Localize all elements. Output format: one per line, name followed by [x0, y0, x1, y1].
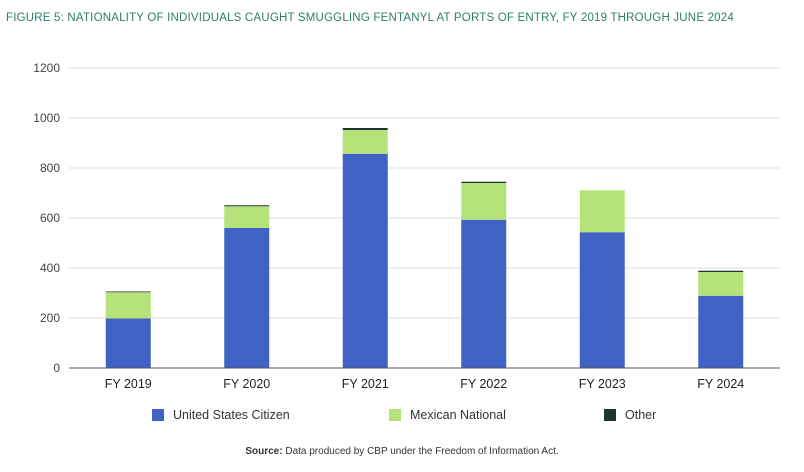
- y-tick-label-0: 0: [53, 361, 60, 375]
- y-tick-label-1200: 1200: [33, 61, 60, 75]
- bars: [105, 128, 744, 368]
- bar-fy-2022-us-citizen: [461, 219, 507, 368]
- legend-label-other: Other: [625, 408, 657, 422]
- x-tick-label-fy-2023: FY 2023: [579, 377, 626, 391]
- bar-fy-2019-us-citizen: [105, 318, 151, 368]
- y-tick-label-400: 400: [40, 261, 60, 275]
- bar-fy-2021-other: [342, 128, 388, 130]
- bar-fy-2024-other: [698, 270, 744, 272]
- bar-fy-2020-mexican-national: [224, 206, 270, 228]
- source-text: Data produced by CBP under the Freedom o…: [285, 446, 559, 457]
- bar-fy-2020-us-citizen: [224, 228, 270, 368]
- bar-fy-2024-us-citizen: [698, 295, 744, 368]
- bar-fy-2023-mexican-national: [579, 190, 625, 233]
- x-axis-tick-labels: FY 2019 FY 2020 FY 2021 FY 2022 FY 2023 FY 20…: [105, 377, 745, 391]
- legend-label-us-citizen: United States Citizen: [173, 408, 290, 422]
- y-axis-tick-labels: 0 200 400 600 800 1000 1200: [33, 61, 60, 375]
- legend-swatch-mexican-national: [389, 409, 401, 421]
- bar-fy-2022-mexican-national: [461, 183, 507, 220]
- bar-fy-2021-us-citizen: [342, 153, 388, 368]
- bar-fy-2024-mexican-national: [698, 272, 744, 296]
- y-tick-label-200: 200: [40, 311, 60, 325]
- bar-fy-2020-other: [224, 205, 270, 207]
- y-tick-label-600: 600: [40, 211, 60, 225]
- y-tick-label-800: 800: [40, 161, 60, 175]
- legend-swatch-other: [604, 409, 616, 421]
- x-tick-label-fy-2021: FY 2021: [342, 377, 389, 391]
- x-tick-label-fy-2024: FY 2024: [697, 377, 744, 391]
- legend-label-mexican-national: Mexican National: [410, 408, 506, 422]
- gridlines: [69, 67, 780, 319]
- x-tick-label-fy-2022: FY 2022: [460, 377, 507, 391]
- x-tick-label-fy-2020: FY 2020: [223, 377, 270, 391]
- bar-fy-2019-other: [105, 291, 151, 293]
- y-tick-label-1000: 1000: [33, 111, 60, 125]
- bar-fy-2022-other: [461, 181, 507, 183]
- source-note: Source: Data produced by CBP under the F…: [0, 446, 804, 457]
- legend-item-other: Other: [604, 408, 656, 422]
- legend-swatch-us-citizen: [152, 409, 164, 421]
- chart-title: FIGURE 5: NATIONALITY OF INDIVIDUALS CAU…: [6, 12, 734, 24]
- legend: United States Citizen Mexican National O…: [0, 408, 804, 428]
- x-tick-label-fy-2019: FY 2019: [105, 377, 152, 391]
- bar-fy-2019-mexican-national: [105, 292, 151, 319]
- legend-item-mexican-national: Mexican National: [389, 408, 506, 422]
- bar-fy-2023-us-citizen: [579, 232, 625, 368]
- bar-fy-2021-mexican-national: [342, 130, 388, 154]
- source-label: Source:: [245, 446, 283, 457]
- legend-item-us-citizen: United States Citizen: [152, 408, 290, 422]
